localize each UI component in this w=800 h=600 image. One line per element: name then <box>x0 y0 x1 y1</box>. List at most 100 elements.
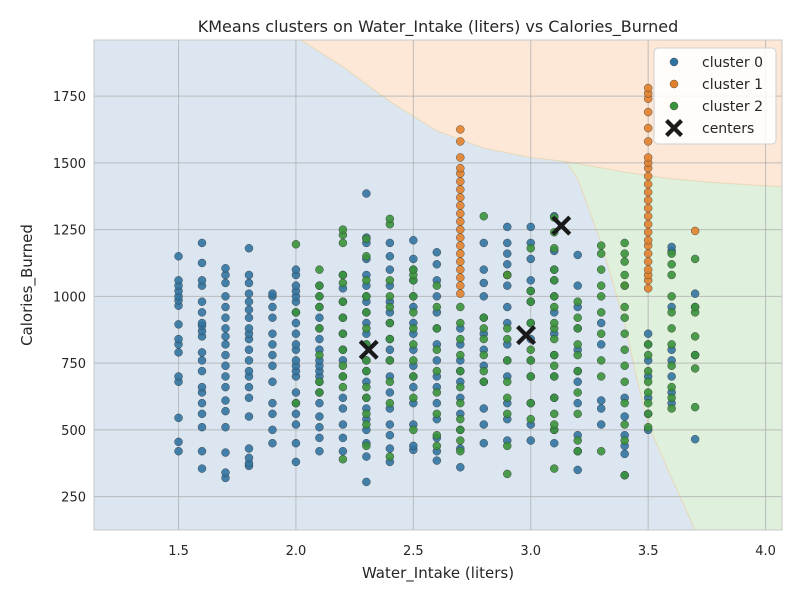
point-cluster-2 <box>362 292 371 301</box>
point-cluster-2 <box>456 425 465 435</box>
point-cluster-0 <box>385 444 395 453</box>
point-cluster-0 <box>268 350 277 360</box>
point-cluster-1 <box>643 265 653 274</box>
point-cluster-2 <box>620 420 629 429</box>
point-cluster-0 <box>268 340 277 349</box>
point-cluster-2 <box>526 372 535 381</box>
point-cluster-0 <box>432 292 442 301</box>
point-cluster-2 <box>573 366 582 376</box>
point-cluster-1 <box>643 188 653 197</box>
point-cluster-0 <box>338 447 348 456</box>
point-cluster-2 <box>620 238 629 248</box>
point-cluster-1 <box>690 226 700 236</box>
point-cluster-0 <box>385 238 395 248</box>
point-cluster-1 <box>643 228 653 237</box>
point-cluster-2 <box>667 270 676 280</box>
point-cluster-0 <box>526 436 535 445</box>
point-cluster-2 <box>503 356 512 365</box>
point-cluster-2 <box>409 356 418 365</box>
point-cluster-2 <box>385 398 395 408</box>
point-cluster-1 <box>456 185 465 194</box>
point-cluster-2 <box>432 409 442 419</box>
point-cluster-0 <box>503 302 512 312</box>
point-cluster-2 <box>643 377 653 386</box>
point-cluster-2 <box>526 286 535 296</box>
point-cluster-0 <box>291 439 301 448</box>
point-cluster-2 <box>291 398 301 408</box>
point-cluster-2 <box>690 302 700 312</box>
point-cluster-2 <box>550 409 559 419</box>
point-cluster-2 <box>620 281 629 290</box>
point-cluster-0 <box>573 250 582 260</box>
point-cluster-2 <box>315 265 324 274</box>
point-cluster-2 <box>620 345 629 354</box>
point-cluster-0 <box>479 238 488 248</box>
point-cluster-2 <box>550 244 559 253</box>
point-cluster-2 <box>385 302 395 312</box>
point-cluster-2 <box>573 324 582 333</box>
point-cluster-2 <box>596 308 606 317</box>
point-cluster-0 <box>409 382 418 392</box>
point-cluster-0 <box>221 361 230 370</box>
point-cluster-0 <box>291 388 301 397</box>
point-cluster-0 <box>174 252 183 261</box>
point-cluster-2 <box>456 447 465 456</box>
point-cluster-0 <box>385 345 395 354</box>
point-cluster-0 <box>268 377 277 386</box>
point-cluster-2 <box>362 420 371 429</box>
point-cluster-0 <box>197 238 207 248</box>
point-cluster-0 <box>221 382 230 392</box>
point-cluster-0 <box>244 289 254 298</box>
point-cluster-2 <box>573 297 582 306</box>
point-cluster-0 <box>690 289 700 298</box>
point-cluster-2 <box>362 366 371 376</box>
point-cluster-0 <box>385 431 395 440</box>
point-cluster-2 <box>315 292 324 301</box>
point-cluster-0 <box>667 372 676 381</box>
point-cluster-0 <box>244 366 254 376</box>
point-cluster-1 <box>643 137 653 146</box>
point-cluster-2 <box>620 398 629 408</box>
point-cluster-0 <box>550 439 559 448</box>
point-cluster-0 <box>596 420 606 429</box>
point-cluster-0 <box>268 409 277 419</box>
point-cluster-1 <box>643 83 653 93</box>
point-cluster-0 <box>197 464 207 473</box>
point-cluster-0 <box>244 356 254 365</box>
point-cluster-1 <box>643 123 653 133</box>
point-cluster-2 <box>526 398 535 408</box>
x-tick-labels: 1.5 2.0 2.5 3.0 3.5 4.0 <box>168 544 776 559</box>
point-cluster-2 <box>315 388 324 397</box>
point-cluster-2 <box>432 281 442 290</box>
point-cluster-2 <box>338 345 348 354</box>
point-cluster-0 <box>174 276 183 285</box>
point-cluster-2 <box>573 447 582 456</box>
point-cluster-2 <box>362 234 371 244</box>
point-cluster-0 <box>221 264 230 273</box>
point-cluster-0 <box>503 222 512 232</box>
point-cluster-2 <box>596 241 606 250</box>
point-cluster-2 <box>409 265 418 274</box>
point-cluster-1 <box>456 177 465 186</box>
point-cluster-0 <box>526 222 535 232</box>
point-cluster-2 <box>315 281 324 290</box>
point-cluster-1 <box>456 193 465 202</box>
point-cluster-2 <box>409 308 418 317</box>
point-cluster-0 <box>221 278 230 288</box>
point-cluster-0 <box>268 398 277 408</box>
point-cluster-2 <box>479 324 488 333</box>
point-cluster-2 <box>338 382 348 392</box>
point-cluster-2 <box>503 441 512 451</box>
point-cluster-2 <box>620 313 629 322</box>
point-cluster-0 <box>479 278 488 288</box>
point-cluster-1 <box>643 284 653 293</box>
point-cluster-0 <box>526 276 535 285</box>
point-cluster-2 <box>643 409 653 419</box>
point-cluster-2 <box>550 334 559 344</box>
point-cluster-2 <box>550 318 559 328</box>
point-cluster-2 <box>526 297 535 306</box>
point-cluster-0 <box>221 313 230 322</box>
point-cluster-2 <box>667 249 676 258</box>
point-cluster-2 <box>550 292 559 301</box>
